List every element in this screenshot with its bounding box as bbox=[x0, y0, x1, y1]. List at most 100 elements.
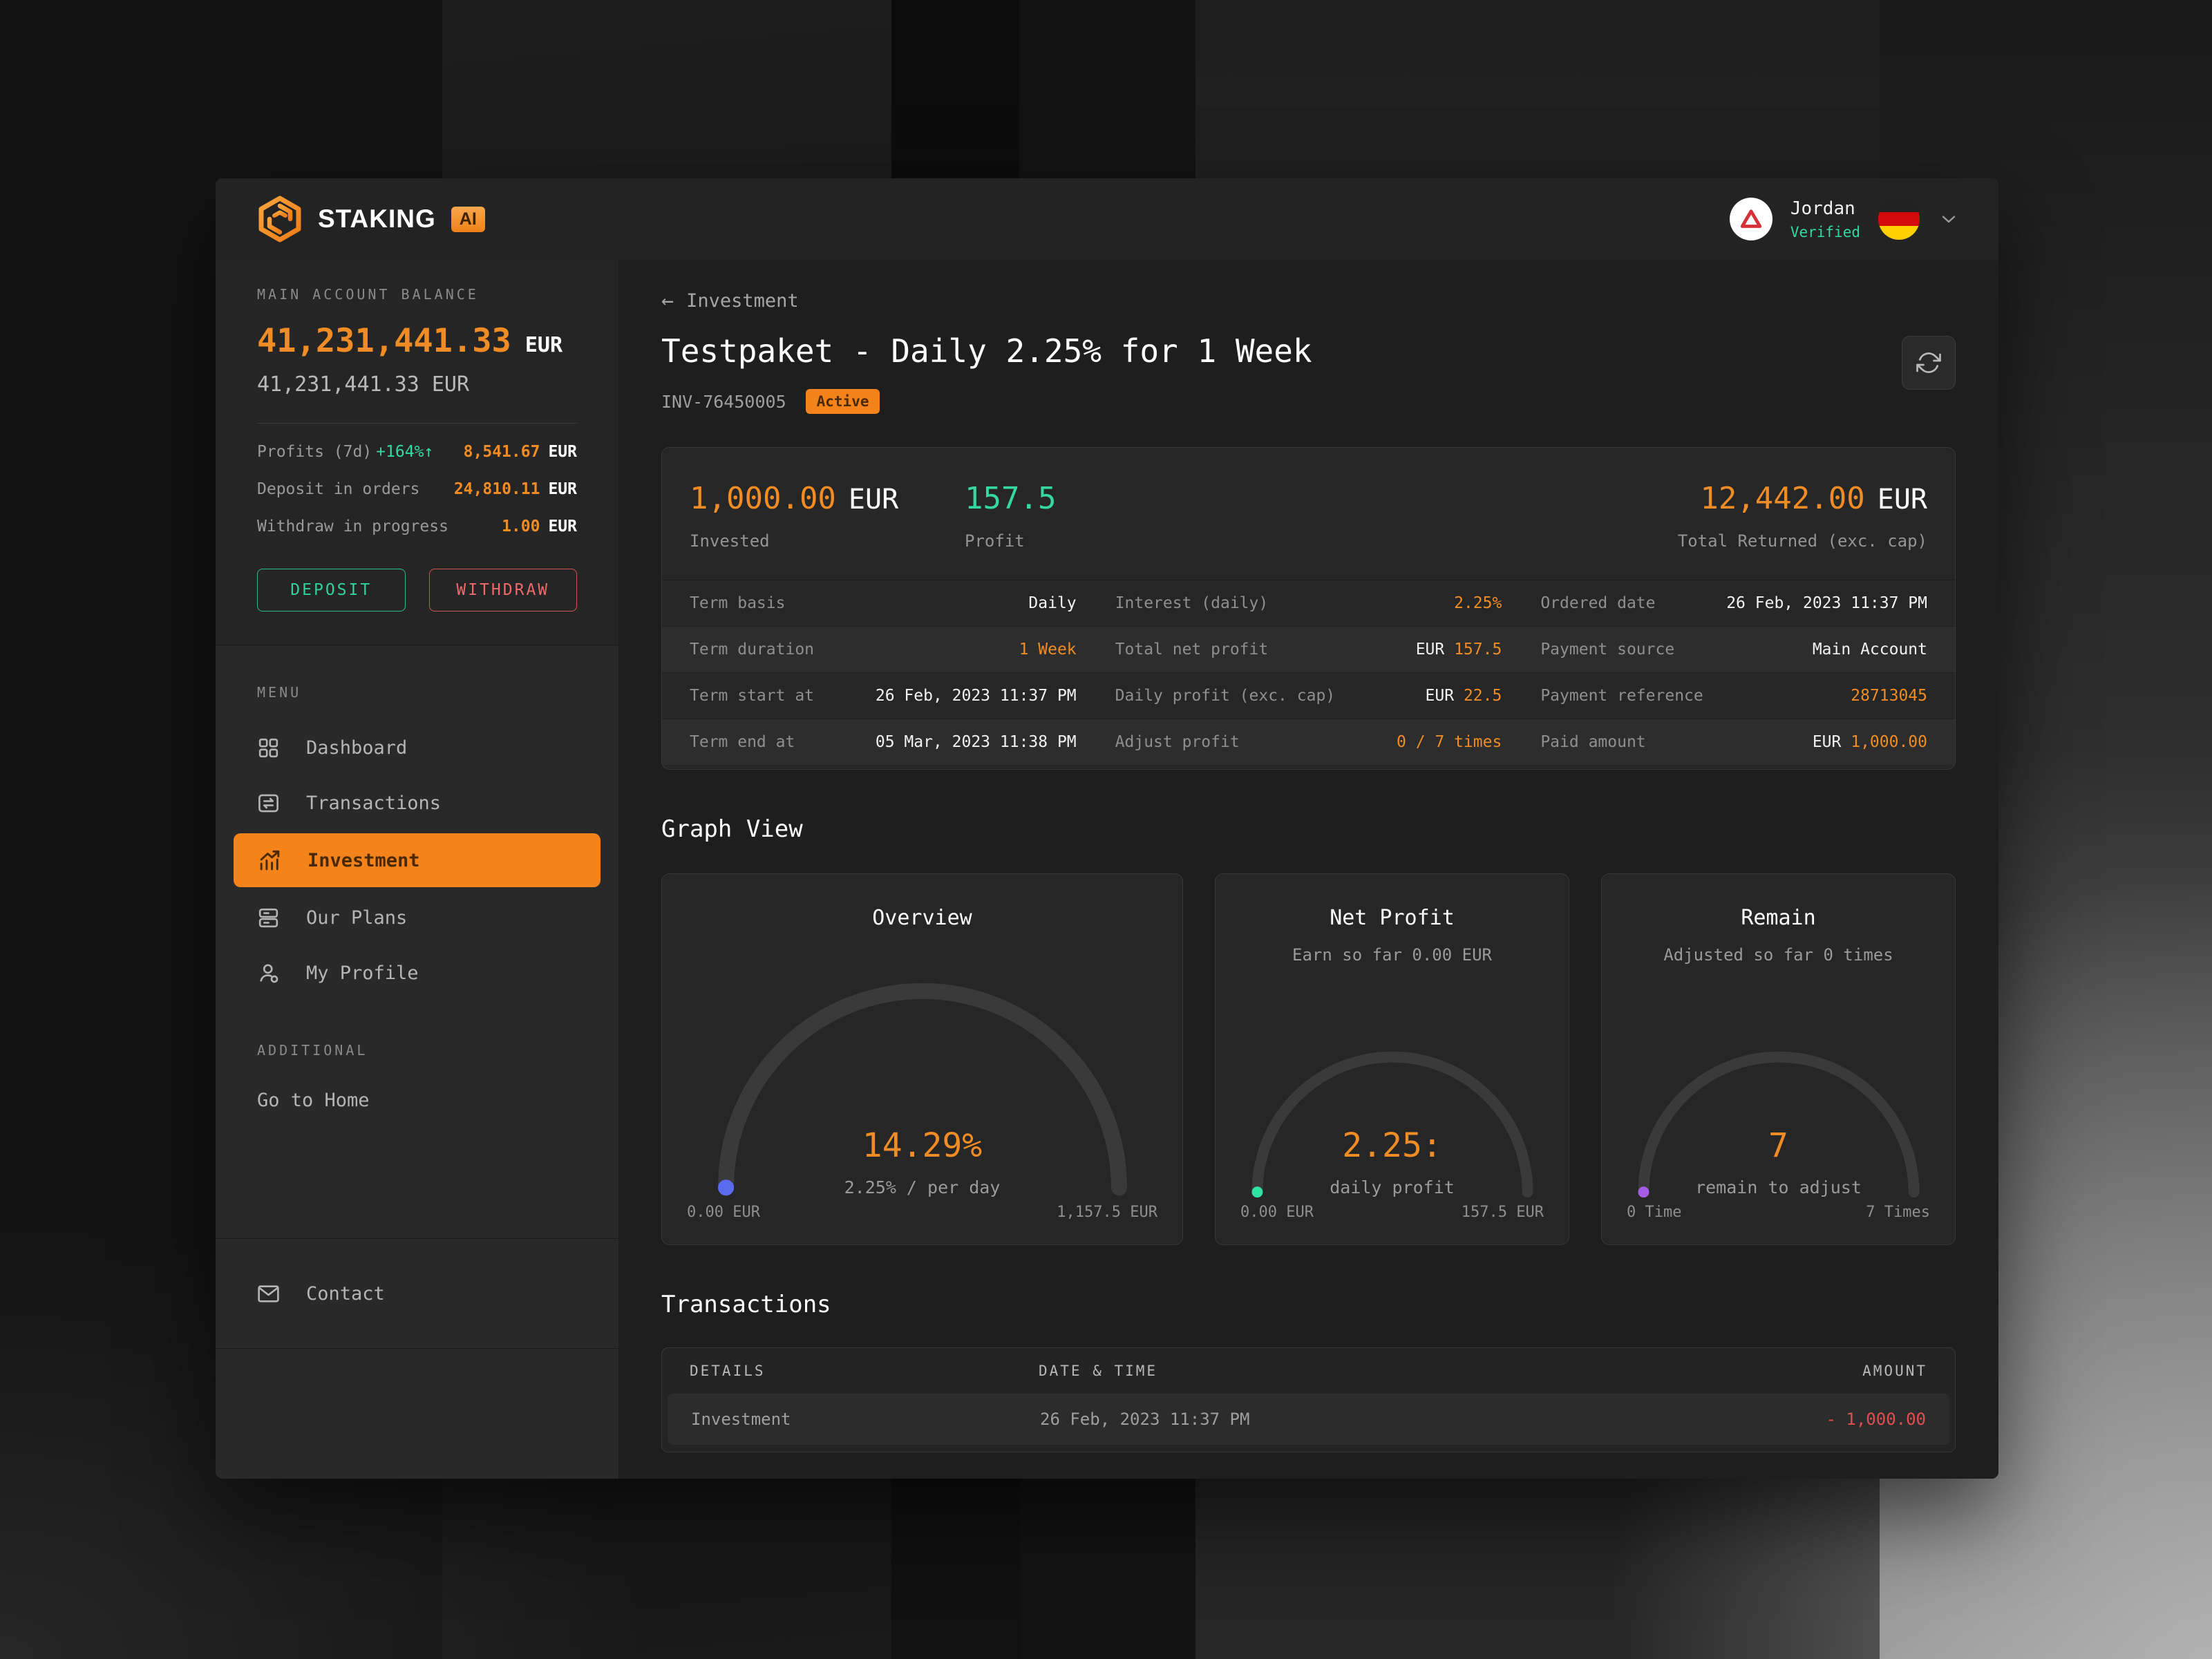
sidebar-item-label: Investment bbox=[308, 849, 420, 871]
detail-value: 0 / 7 times bbox=[1397, 733, 1502, 751]
detail-label: Ordered date bbox=[1540, 594, 1656, 612]
investment-chart-icon bbox=[260, 850, 280, 870]
sidebar: MAIN ACCOUNT BALANCE 41,231,441.33 EUR 4… bbox=[216, 260, 618, 1479]
balance-currency: EUR bbox=[524, 333, 563, 357]
detail-value: Daily bbox=[1028, 594, 1077, 612]
gauge-min-label: 0.00 EUR bbox=[1240, 1204, 1314, 1221]
transaction-amount: - 1,000.00 bbox=[1826, 1410, 1927, 1429]
detail-label: Total net profit bbox=[1115, 641, 1269, 658]
detail-label: Payment reference bbox=[1540, 687, 1703, 705]
language-flag-germany[interactable] bbox=[1878, 198, 1920, 240]
detail-value: 2.25% bbox=[1454, 594, 1502, 612]
returned-currency: EUR bbox=[1877, 484, 1927, 515]
detail-value: 26 Feb, 2023 11:37 PM bbox=[875, 687, 1077, 705]
balance-value: 41,231,441.33 bbox=[257, 322, 511, 360]
detail-value: Main Account bbox=[1812, 641, 1927, 658]
transactions-table: DETAILS DATE & TIME AMOUNT Investment 26… bbox=[661, 1347, 1956, 1452]
transaction-datetime: 26 Feb, 2023 11:37 PM bbox=[1040, 1410, 1250, 1429]
sidebar-item-investment[interactable]: Investment bbox=[234, 833, 601, 887]
sidebar-item-go-to-home[interactable]: Go to Home bbox=[257, 1089, 370, 1111]
stat-value: 24,810.11 bbox=[453, 480, 540, 498]
gauge-arc bbox=[1251, 1051, 1533, 1197]
profile-icon bbox=[260, 963, 278, 983]
table-row: Term basis Daily Interest (daily) 2.25% Or… bbox=[662, 580, 1955, 626]
transactions-heading: Transactions bbox=[661, 1291, 831, 1318]
gauge-arc bbox=[717, 983, 1127, 1196]
detail-label: Term duration bbox=[690, 641, 815, 658]
detail-value: EUR 157.5 bbox=[1415, 641, 1502, 658]
user-name: Jordan bbox=[1790, 198, 1855, 219]
stat-withdraw-in-progress: Withdraw in progress 1.00 EUR bbox=[257, 518, 577, 535]
detail-value: EUR 1,000.00 bbox=[1812, 733, 1927, 751]
deposit-button[interactable]: DEPOSIT bbox=[257, 569, 406, 612]
plans-icon bbox=[258, 908, 278, 927]
detail-label: Payment source bbox=[1540, 641, 1675, 658]
detail-label: Term basis bbox=[690, 594, 786, 612]
investment-details-table: Term basis Daily Interest (daily) 2.25% Or… bbox=[662, 580, 1955, 769]
menu-block: MENU Dashboard Transactions bbox=[216, 645, 618, 1125]
returned-value: 12,442.00 bbox=[1700, 481, 1865, 516]
gauge-card-overview: Overview 14.29% 2.25% / per day 0.00 EUR… bbox=[661, 873, 1183, 1245]
transactions-table-header: DETAILS DATE & TIME AMOUNT bbox=[662, 1348, 1955, 1394]
contact-label: Contact bbox=[306, 1282, 385, 1305]
stat-deposit-in-orders: Deposit in orders 24,810.11 EUR bbox=[257, 480, 577, 498]
stat-value: 8,541.67 bbox=[463, 443, 540, 461]
gauge-subtitle: Earn so far 0.00 EUR bbox=[1292, 945, 1492, 965]
refresh-button[interactable] bbox=[1902, 336, 1956, 390]
summary-total-returned: 12,442.00 EUR Total Returned (exc. cap) bbox=[1678, 481, 1927, 551]
detail-label: Term end at bbox=[690, 733, 795, 751]
gauge-min-label: 0.00 EUR bbox=[687, 1204, 760, 1221]
detail-value: EUR 22.5 bbox=[1425, 687, 1502, 705]
detail-label: Interest (daily) bbox=[1115, 594, 1269, 612]
detail-value: 28713045 bbox=[1851, 687, 1927, 705]
summary-invested: 1,000.00 EUR Invested bbox=[690, 481, 965, 551]
balance-block: MAIN ACCOUNT BALANCE 41,231,441.33 EUR 4… bbox=[216, 260, 618, 645]
withdraw-button[interactable]: WITHDRAW bbox=[428, 569, 577, 612]
header-user-area: Jordan Verified bbox=[1729, 198, 1960, 240]
breadcrumb-back-investment[interactable]: ← Investment bbox=[661, 290, 799, 312]
profit-label: Profit bbox=[965, 531, 1025, 551]
brand-logo[interactable]: STAKING AI bbox=[257, 195, 485, 243]
app-header: STAKING AI Jordan Verified bbox=[216, 178, 1998, 260]
user-verified-status: Verified bbox=[1790, 223, 1860, 240]
main-content: ← Investment Testpaket - Daily 2.25% for… bbox=[618, 260, 1998, 1479]
gauge-value: 14.29% bbox=[862, 1126, 983, 1165]
additional-heading: ADDITIONAL bbox=[257, 1042, 368, 1059]
gauge-sublabel: 2.25% / per day bbox=[844, 1177, 1001, 1197]
divider bbox=[257, 423, 577, 424]
detail-label: Daily profit (exc. cap) bbox=[1115, 687, 1336, 705]
sidebar-item-transactions[interactable]: Transactions bbox=[216, 775, 618, 831]
gauge-card-remain: Remain Adjusted so far 0 times 7 remain … bbox=[1601, 873, 1956, 1245]
sidebar-item-our-plans[interactable]: Our Plans bbox=[216, 890, 618, 945]
gauge-min-label: 0 Time bbox=[1627, 1204, 1682, 1221]
sidebar-item-dashboard[interactable]: Dashboard bbox=[216, 720, 618, 775]
avatar-logo-icon bbox=[1740, 209, 1761, 228]
breadcrumb-label: Investment bbox=[686, 290, 799, 312]
gauge-sublabel: remain to adjust bbox=[1695, 1177, 1862, 1197]
detail-label: Adjust profit bbox=[1115, 733, 1240, 751]
table-row: Term start at 26 Feb, 2023 11:37 PM Daily… bbox=[662, 672, 1955, 719]
invested-label: Invested bbox=[690, 531, 770, 551]
avatar[interactable] bbox=[1729, 198, 1773, 240]
sidebar-item-label: Our Plans bbox=[306, 907, 408, 929]
gauge-card-net-profit: Net Profit Earn so far 0.00 EUR 2.25: da… bbox=[1215, 873, 1569, 1245]
gauge-title: Net Profit bbox=[1330, 906, 1455, 930]
profit-value: 157.5 bbox=[965, 481, 1057, 516]
stat-currency: EUR bbox=[548, 443, 577, 461]
column-header-datetime: DATE & TIME bbox=[1039, 1363, 1158, 1379]
table-row: Investment 26 Feb, 2023 11:37 PM - 1,000… bbox=[668, 1394, 1949, 1445]
sidebar-item-contact[interactable]: Contact bbox=[216, 1238, 618, 1349]
app-window: STAKING AI Jordan Verified MAIN ACCOUNT … bbox=[216, 178, 1998, 1479]
stat-value: 1.00 bbox=[502, 518, 540, 535]
column-header-amount: AMOUNT bbox=[1862, 1363, 1927, 1379]
gauge-arc bbox=[1638, 1051, 1919, 1197]
sidebar-item-my-profile[interactable]: My Profile bbox=[216, 945, 618, 1001]
user-meta: Jordan Verified bbox=[1790, 198, 1860, 240]
stat-currency: EUR bbox=[548, 518, 577, 535]
gauge-sublabel: daily profit bbox=[1330, 1177, 1455, 1197]
detail-value: 05 Mar, 2023 11:38 PM bbox=[875, 733, 1077, 751]
chevron-down-icon[interactable] bbox=[1938, 208, 1960, 230]
stat-currency: EUR bbox=[548, 480, 577, 498]
brand-name: STAKING bbox=[318, 205, 436, 233]
sidebar-tail bbox=[216, 1349, 618, 1479]
